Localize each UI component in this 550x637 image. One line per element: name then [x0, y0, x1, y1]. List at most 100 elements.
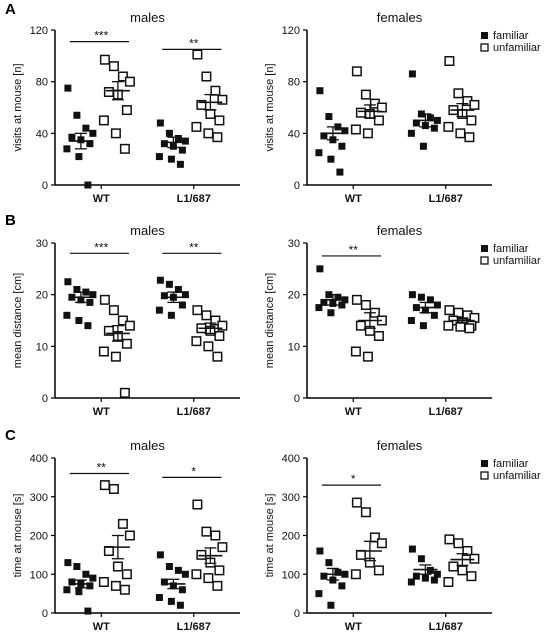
data-point-unfamiliar — [457, 565, 468, 576]
data-point-unfamiliar — [373, 115, 384, 126]
y-tick-label: 400 — [30, 453, 48, 465]
data-point-unfamiliar — [355, 549, 366, 560]
data-point-unfamiliar — [124, 76, 135, 87]
y-tick-label: 100 — [30, 569, 48, 581]
data-point-familiar — [176, 160, 184, 168]
data-point-unfamiliar — [214, 565, 225, 576]
legend-marker-familiar — [481, 245, 488, 252]
data-point-familiar — [419, 322, 427, 330]
x-tick-label: WT — [345, 406, 362, 418]
data-point-unfamiliar — [110, 128, 121, 139]
y-tick-label: 80 — [288, 77, 300, 89]
y-tick-label: 0 — [294, 608, 300, 620]
y-tick-label: 0 — [42, 608, 48, 620]
data-point-unfamiliar — [444, 56, 455, 66]
significance-label: * — [351, 472, 356, 486]
data-point-unfamiliar — [108, 61, 119, 72]
data-point-familiar — [327, 155, 335, 163]
data-point-unfamiliar — [203, 128, 214, 139]
y-tick-label: 200 — [282, 531, 300, 543]
data-point-familiar — [165, 563, 173, 570]
data-point-familiar — [315, 304, 323, 312]
data-point-unfamiliar — [444, 305, 455, 316]
data-point-unfamiliar — [217, 320, 228, 331]
data-point-unfamiliar — [350, 124, 361, 135]
y-tick-label: 300 — [282, 492, 300, 504]
chart-title: males — [130, 438, 165, 453]
data-point-familiar — [174, 566, 182, 574]
data-point-unfamiliar — [373, 331, 384, 341]
data-point-familiar — [316, 87, 324, 95]
data-point-unfamiliar — [103, 325, 114, 336]
data-point-familiar — [89, 574, 97, 582]
data-point-familiar — [176, 601, 184, 609]
data-point-unfamiliar — [99, 54, 110, 65]
data-point-unfamiliar — [214, 115, 225, 126]
data-point-unfamiliar — [110, 580, 121, 591]
x-tick-label: L1/687 — [429, 621, 463, 633]
x-tick-label: WT — [93, 621, 110, 633]
data-point-unfamiliar — [210, 315, 221, 326]
data-point-familiar — [334, 568, 342, 576]
legend-label-unfamiliar: unfamiliar — [493, 42, 541, 54]
data-point-unfamiliar — [351, 66, 362, 77]
legend-marker-unfamiliar — [480, 43, 489, 52]
data-point-unfamiliar — [99, 294, 110, 305]
data-point-unfamiliar — [350, 569, 361, 580]
data-point-familiar — [407, 317, 415, 324]
y-tick-label: 200 — [30, 531, 48, 543]
data-point-unfamiliar — [464, 132, 475, 143]
panel-letter-A: A — [5, 1, 16, 18]
data-point-familiar — [63, 311, 71, 319]
y-axis-label: time at mouse [s] — [264, 494, 276, 578]
data-point-familiar — [426, 296, 434, 304]
data-point-familiar — [417, 293, 425, 301]
data-point-familiar — [82, 124, 90, 132]
data-point-familiar — [86, 582, 94, 590]
data-point-familiar — [181, 291, 189, 299]
data-point-unfamiliar — [98, 115, 109, 126]
data-point-unfamiliar — [119, 387, 130, 398]
data-point-unfamiliar — [360, 300, 371, 310]
x-tick-label: L1/687 — [429, 193, 463, 205]
data-point-unfamiliar — [360, 507, 371, 518]
chart-C-males: males 0 100 200 300 400 time at mouse [s] WT L1/… — [12, 438, 240, 633]
data-point-familiar — [75, 588, 83, 596]
data-point-unfamiliar — [362, 351, 373, 362]
data-point-familiar — [408, 291, 416, 299]
data-point-unfamiliar — [205, 108, 216, 119]
data-point-familiar — [160, 140, 168, 148]
data-point-unfamiliar — [117, 518, 128, 529]
data-point-familiar — [160, 292, 168, 300]
chart-title: females — [377, 10, 423, 25]
data-point-unfamiliar — [466, 115, 477, 126]
data-point-familiar — [325, 113, 333, 121]
significance-label: *** — [94, 29, 108, 43]
data-point-familiar — [320, 572, 328, 580]
data-point-unfamiliar — [464, 323, 475, 334]
y-tick-label: 0 — [294, 393, 300, 405]
data-point-familiar — [325, 559, 333, 567]
y-axis-label: visits at mouse [n] — [12, 63, 24, 151]
legend-label-unfamiliar: unfamiliar — [493, 470, 541, 482]
data-point-familiar — [430, 576, 438, 584]
data-point-unfamiliar — [201, 71, 212, 82]
data-point-familiar — [430, 311, 438, 319]
y-axis-label: time at mouse [s] — [12, 494, 24, 578]
data-point-familiar — [430, 124, 438, 132]
data-point-familiar — [86, 140, 94, 148]
data-point-familiar — [417, 555, 425, 563]
data-point-unfamiliar — [110, 351, 121, 362]
data-point-familiar — [63, 145, 71, 153]
legend-marker-unfamiliar — [480, 256, 489, 265]
y-tick-label: 10 — [288, 341, 300, 353]
data-point-familiar — [75, 153, 83, 161]
y-axis-label: mean distance [cm] — [264, 273, 276, 368]
data-point-familiar — [155, 594, 163, 601]
y-tick-label: 0 — [42, 393, 48, 405]
data-point-unfamiliar — [448, 561, 459, 572]
data-point-familiar — [334, 293, 342, 301]
data-point-unfamiliar — [192, 49, 203, 60]
data-point-familiar — [167, 597, 175, 605]
legend-label-familiar: familiar — [493, 458, 529, 470]
